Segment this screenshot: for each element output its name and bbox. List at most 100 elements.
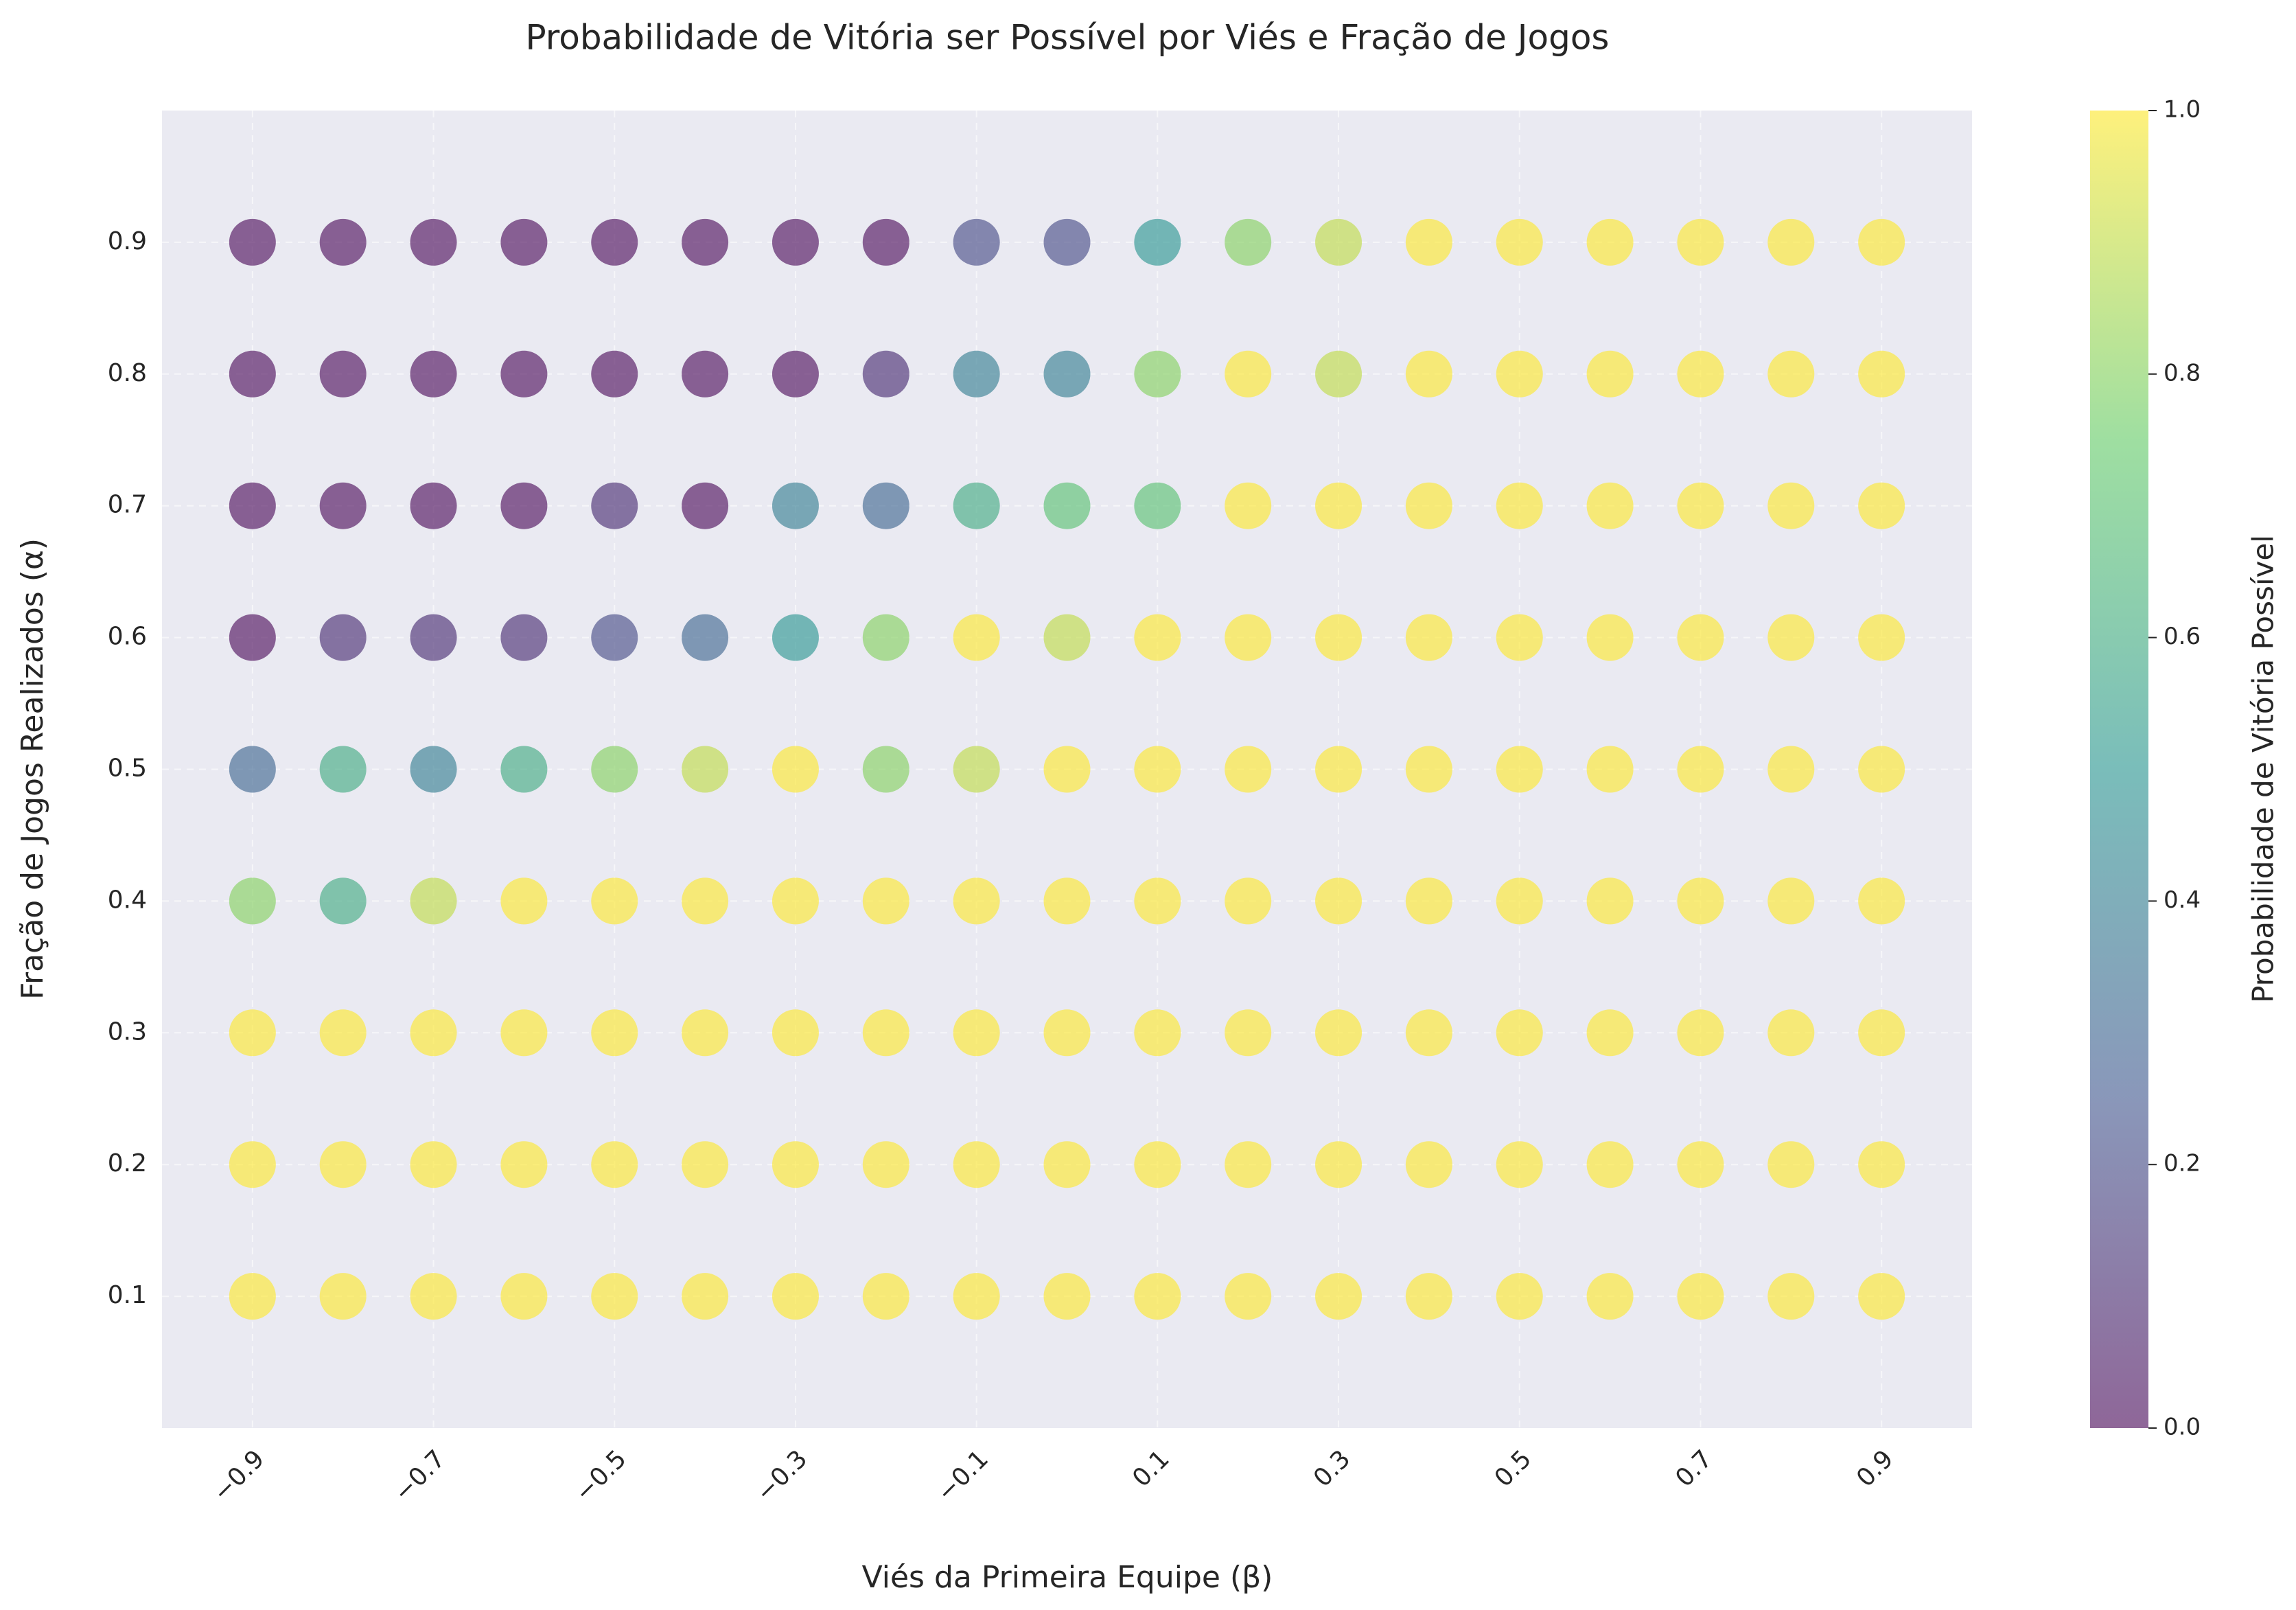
scatter-point [410,877,457,925]
scatter-point [1767,350,1815,398]
scatter-point [410,1009,457,1057]
scatter-point [591,350,638,398]
y-tick-label: 0.7 [108,491,147,519]
scatter-point [410,218,457,266]
scatter-point [410,482,457,529]
scatter-point [591,1141,638,1188]
colorbar-tick-label: 0.4 [2164,886,2201,914]
scatter-point [319,614,367,661]
scatter-point [1496,1141,1543,1188]
scatter-point [1405,1141,1452,1188]
x-tick-label: −0.7 [389,1445,451,1507]
scatter-point [1858,1273,1905,1320]
scatter-point [1134,614,1181,661]
scatter-point [953,746,1000,793]
scatter-point [591,614,638,661]
scatter-point [1134,350,1181,398]
scatter-point [953,1141,1000,1188]
scatter-point [1496,218,1543,266]
scatter-point [229,1273,276,1320]
scatter-point [1134,1273,1181,1320]
scatter-point [682,1273,729,1320]
scatter-point [1586,1273,1634,1320]
scatter-point [500,746,548,793]
scatter-point [1586,877,1634,925]
scatter-point [500,482,548,529]
scatter-point [1496,614,1543,661]
scatter-point [1043,482,1091,529]
scatter-point [1134,218,1181,266]
scatter-point [410,746,457,793]
scatter-point [1043,1273,1091,1320]
scatter-point [682,614,729,661]
scatter-point [862,746,909,793]
scatter-point [1315,482,1362,529]
scatter-point [229,877,276,925]
scatter-point [953,1273,1000,1320]
scatter-point [500,1273,548,1320]
scatter-point [1043,1009,1091,1057]
scatter-point [1767,614,1815,661]
scatter-point [1858,218,1905,266]
scatter-point [1043,746,1091,793]
scatter-point [1405,746,1452,793]
scatter-point [682,350,729,398]
scatter-point [1496,350,1543,398]
scatter-point [682,877,729,925]
scatter-point [1767,1141,1815,1188]
scatter-point [500,1009,548,1057]
y-axis-label: Fração de Jogos Realizados (α) [15,538,50,1000]
y-tick-label: 0.2 [108,1149,147,1177]
colorbar-tick-label: 0.0 [2164,1414,2201,1441]
scatter-point [591,1009,638,1057]
x-tick-label: −0.3 [751,1445,813,1507]
scatter-point [1134,877,1181,925]
scatter-point [319,1009,367,1057]
scatter-point [319,218,367,266]
scatter-point [772,1273,819,1320]
scatter-point [1586,482,1634,529]
scatter-point [1225,877,1272,925]
scatter-point [1767,1273,1815,1320]
scatter-point [1858,614,1905,661]
scatter-point [500,350,548,398]
scatter-point [1767,1009,1815,1057]
scatter-point [1315,218,1362,266]
y-tick-label: 0.3 [108,1017,147,1046]
y-tick-label: 0.4 [108,886,147,914]
scatter-point [1405,350,1452,398]
scatter-point [862,877,909,925]
scatter-point [772,482,819,529]
scatter-point [1858,350,1905,398]
colorbar-tick-label: 0.6 [2164,623,2201,650]
y-tick-label: 0.1 [108,1281,147,1309]
scatter-point [1405,1009,1452,1057]
y-tick-label: 0.9 [108,227,147,255]
scatter-point [1677,218,1724,266]
scatter-point [1225,1141,1272,1188]
scatter-point [1315,1009,1362,1057]
scatter-point [229,1009,276,1057]
scatter-point [1496,1009,1543,1057]
scatter-point [953,482,1000,529]
scatter-point [500,877,548,925]
scatter-point [1225,1009,1272,1057]
scatter-point [591,746,638,793]
scatter-point [229,350,276,398]
colorbar-tick-label: 0.8 [2164,359,2201,387]
scatter-point [862,482,909,529]
scatter-point [1134,482,1181,529]
scatter-point [682,746,729,793]
scatter-point [1586,1009,1634,1057]
scatter-point [1496,877,1543,925]
scatter-point [682,218,729,266]
scatter-point [1315,877,1362,925]
scatter-point [591,482,638,529]
scatter-point [1586,746,1634,793]
scatter-point [1315,350,1362,398]
scatter-point [1677,877,1724,925]
scatter-point [953,614,1000,661]
scatter-point [1225,350,1272,398]
scatter-point [1405,482,1452,529]
x-tick-label: 0.5 [1489,1445,1537,1492]
